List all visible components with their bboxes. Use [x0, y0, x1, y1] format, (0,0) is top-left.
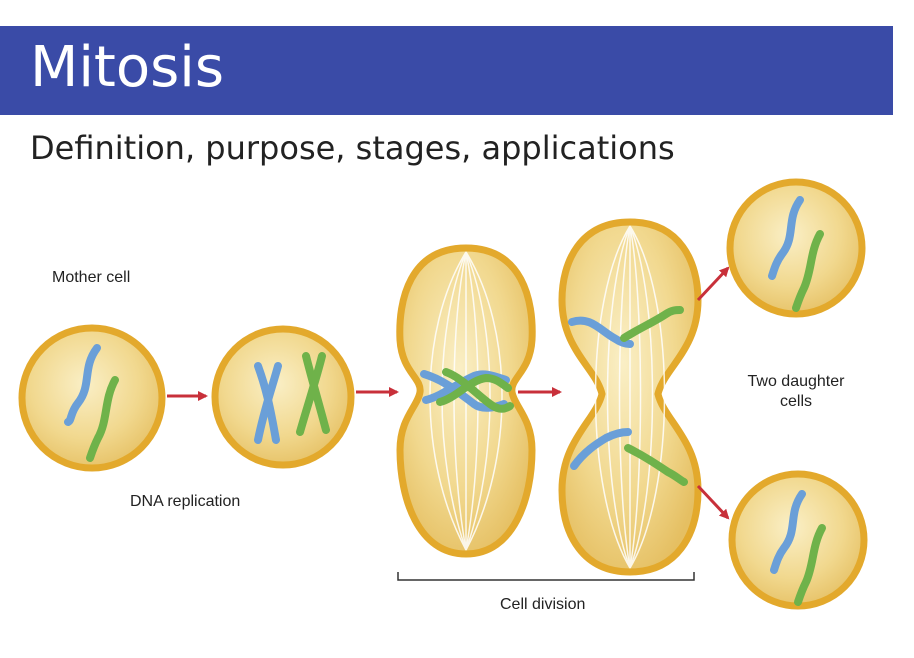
- arrow-to-daughter-bottom: [696, 484, 730, 520]
- blue-chromosome: [64, 344, 101, 426]
- arrow-to-daughter-top: [696, 266, 730, 302]
- spindle-fibers: [594, 225, 666, 569]
- green-sister-chromatid: [296, 352, 326, 436]
- dividing-cell-anaphase: [558, 218, 702, 576]
- blue-sister-chromatid: [254, 362, 282, 444]
- cell-division-bracket: [397, 572, 695, 581]
- green-chromosome-lower: [624, 444, 688, 486]
- page-subtitle: Definition, purpose, stages, application…: [30, 129, 675, 167]
- daughter-cell-bottom: [728, 470, 868, 610]
- blue-chromosome: [770, 490, 806, 574]
- green-chromosome: [436, 373, 512, 406]
- label-cell-division: Cell division: [500, 596, 585, 613]
- green-chromosome-upper: [620, 306, 684, 342]
- replicated-cell: [211, 325, 355, 469]
- label-dna-replication: DNA replication: [130, 493, 240, 510]
- label-mother-cell: Mother cell: [52, 269, 130, 286]
- daughter-cell-top: [726, 178, 866, 318]
- blue-chromosome-upper: [568, 316, 634, 348]
- title-banner: [0, 26, 893, 115]
- blue-chromosome: [768, 196, 804, 280]
- mother-cell: [18, 324, 166, 472]
- green-chromosome: [794, 524, 826, 606]
- page-title: Mitosis: [30, 35, 225, 100]
- label-two-daughter-line1: Two daughter: [748, 373, 846, 390]
- label-two-daughter-line2: cells: [780, 393, 812, 410]
- green-chromosome: [442, 368, 514, 413]
- blue-chromosome-lower: [570, 428, 632, 470]
- green-chromosome: [792, 230, 824, 312]
- dividing-cell-metaphase: [396, 244, 536, 558]
- green-chromosome: [86, 376, 119, 462]
